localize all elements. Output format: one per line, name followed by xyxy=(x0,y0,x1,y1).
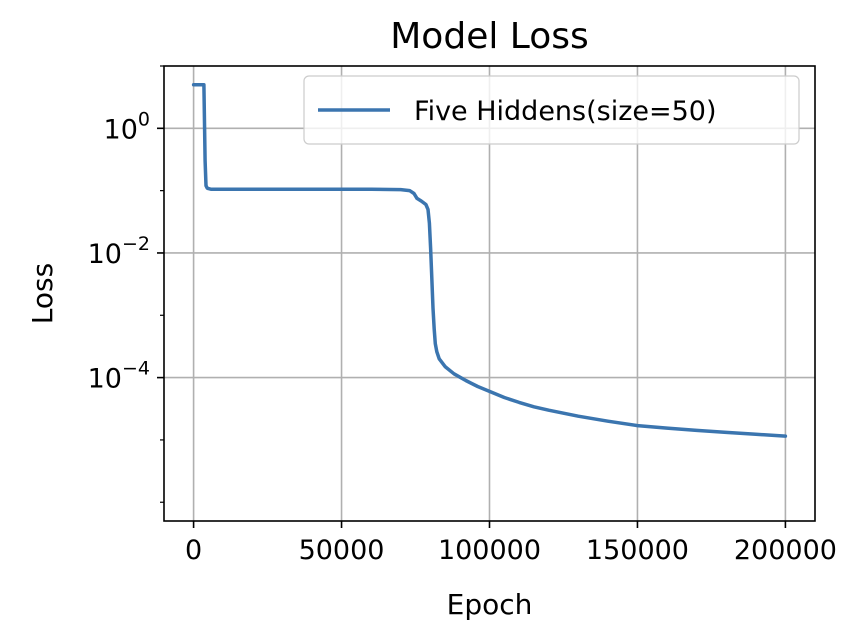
legend: Five Hiddens(size=50) xyxy=(303,75,800,145)
x-tick-label: 100000 xyxy=(438,535,541,566)
plot-frame xyxy=(163,65,816,522)
y-tick-label: 10−4 xyxy=(88,358,150,395)
y-tick-label: 10−2 xyxy=(88,233,150,270)
series-line xyxy=(191,83,788,438)
x-tick-label: 150000 xyxy=(586,535,689,566)
x-tick-label: 200000 xyxy=(734,535,837,566)
chart-title: Model Loss xyxy=(390,16,589,57)
series-layer xyxy=(191,83,788,438)
y-axis-label: Loss xyxy=(26,263,59,324)
legend-box xyxy=(303,75,800,145)
x-tick-label: 50000 xyxy=(299,535,385,566)
axis-ticks: 0 50000 100000 150000 200000 100 10−2 10−4 xyxy=(88,65,837,566)
y-tick-label: 100 xyxy=(104,108,150,145)
x-tick-label: 0 xyxy=(185,535,202,566)
legend-label: Five Hiddens(size=50) xyxy=(414,96,717,127)
x-axis-label: Epoch xyxy=(447,588,533,621)
